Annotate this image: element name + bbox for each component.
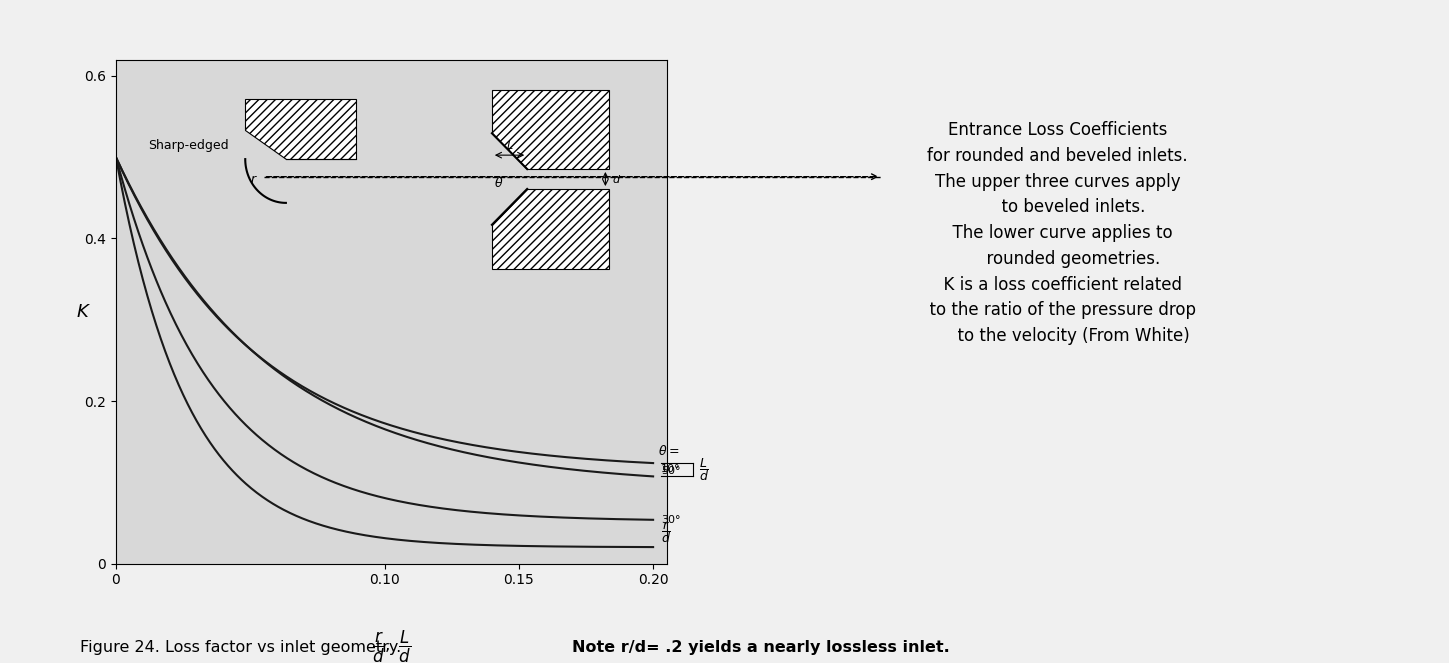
Text: $d$: $d$ <box>611 173 622 185</box>
Text: Sharp-edged: Sharp-edged <box>148 139 229 152</box>
Text: $L$: $L$ <box>506 139 513 151</box>
Text: 30°: 30° <box>661 514 681 525</box>
Text: $\dfrac{r}{d},\ \dfrac{L}{d}$: $\dfrac{r}{d},\ \dfrac{L}{d}$ <box>371 629 412 663</box>
Text: $V$: $V$ <box>567 154 578 168</box>
Text: 50°: 50° <box>661 465 681 475</box>
Text: K: K <box>77 302 88 321</box>
Text: Figure 24. Loss factor vs inlet geometry.: Figure 24. Loss factor vs inlet geometry… <box>80 640 406 655</box>
Text: $\theta$: $\theta$ <box>494 176 503 190</box>
Text: $\dfrac{r}{d}$: $\dfrac{r}{d}$ <box>661 520 671 546</box>
Polygon shape <box>245 99 356 159</box>
Polygon shape <box>493 90 610 169</box>
Text: $r$: $r$ <box>251 173 258 186</box>
Text: Note r/d= .2 yields a nearly lossless inlet.: Note r/d= .2 yields a nearly lossless in… <box>572 640 951 655</box>
Text: Entrance Loss Coefficients
for rounded and beveled inlets.
The upper three curve: Entrance Loss Coefficients for rounded a… <box>919 121 1197 345</box>
Text: $\dfrac{L}{d}$: $\dfrac{L}{d}$ <box>698 456 709 483</box>
Polygon shape <box>493 189 610 269</box>
Text: 10°: 10° <box>661 464 681 474</box>
Text: $\theta =$: $\theta =$ <box>658 444 680 457</box>
